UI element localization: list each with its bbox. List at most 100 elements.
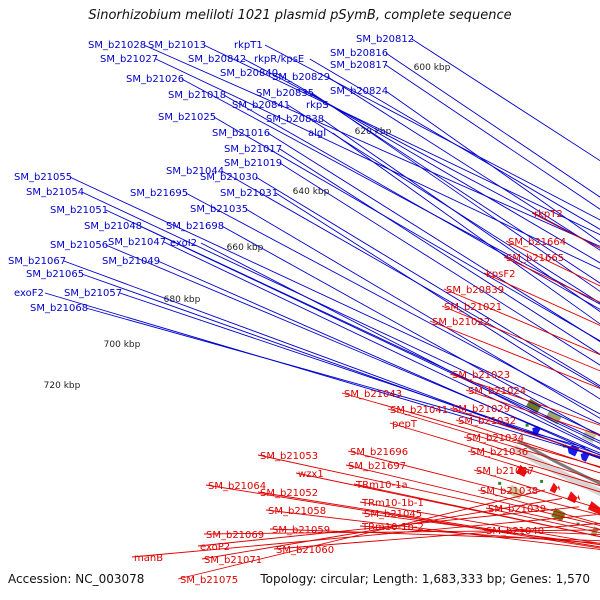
gene-dot xyxy=(563,444,567,448)
leader-line xyxy=(473,469,600,510)
reverse-gene-label[interactable]: SM_b21664 xyxy=(505,237,600,576)
leader-line xyxy=(387,408,600,474)
reverse-gene-label[interactable]: TRm10-1a xyxy=(353,480,600,586)
reverse-gene-label[interactable]: SM_b21071 xyxy=(201,498,562,567)
leader-line xyxy=(353,483,600,538)
reverse-gene-label[interactable]: SM_b21041 xyxy=(387,405,600,600)
gene-label-text: manB xyxy=(134,553,163,564)
reverse-gene-label[interactable]: SM_b21697 xyxy=(345,461,600,594)
reverse-gene-label[interactable]: SM_b21023 xyxy=(449,370,600,595)
forward-gene-label[interactable]: SM_b21030 xyxy=(200,172,600,531)
forward-gene-label[interactable]: SM_b21018 xyxy=(168,90,600,544)
forward-gene-label[interactable]: SM_b21048 xyxy=(84,221,600,506)
gene-label-text: exoI2 xyxy=(170,238,197,249)
reverse-gene-label[interactable]: SM_b21039 xyxy=(485,504,600,555)
forward-gene-label[interactable]: rkpS xyxy=(306,100,600,544)
reverse-gene-label[interactable]: rkpT2 xyxy=(531,209,600,572)
gene-label-text: SM_b21018 xyxy=(168,90,226,101)
reverse-gene-label[interactable]: SM_b21036 xyxy=(467,447,600,599)
reverse-gene-label[interactable]: SM_b21021 xyxy=(441,302,600,590)
forward-gene-label[interactable]: SM_b20840 xyxy=(220,68,600,541)
forward-gene-label[interactable]: SM_b21017 xyxy=(224,144,600,538)
forward-gene-label[interactable]: algI xyxy=(308,128,600,539)
forward-gene-label[interactable]: SM_b21031 xyxy=(220,188,600,521)
gene-label-text: TRm10-1b-2 xyxy=(361,522,424,533)
reverse-gene-label[interactable]: SM_b21037 xyxy=(473,466,600,592)
gene-label-text: SM_b21026 xyxy=(126,74,184,85)
forward-gene-label[interactable]: SM_b20817 xyxy=(330,60,600,539)
forward-gene-label[interactable]: SM_b20824 xyxy=(330,86,600,543)
forward-gene-label[interactable]: SM_b21019 xyxy=(224,158,600,536)
forward-gene-label[interactable]: SM_b20829 xyxy=(272,72,600,542)
forward-gene-label[interactable]: SM_b21027 xyxy=(100,54,600,530)
scale-label: 720 kbp xyxy=(44,381,81,391)
forward-gene-label[interactable]: exoI2 xyxy=(170,238,600,485)
gene-label-text: SM_b21056 xyxy=(50,240,108,251)
reverse-gene-label[interactable]: SM_b21043 xyxy=(341,389,600,598)
reverse-gene-label[interactable]: manB xyxy=(131,514,597,564)
forward-gene-label[interactable]: SM_b20812 xyxy=(356,34,600,528)
reverse-gene-label[interactable]: SM_b21024 xyxy=(465,386,600,597)
reverse-gene-label[interactable]: SM_b21032 xyxy=(455,416,600,600)
forward-gene-label[interactable]: SM_b20838 xyxy=(266,114,600,542)
forward-gene-label[interactable]: SM_b21035 xyxy=(190,204,600,514)
reverse-gene-label[interactable]: SM_b21029 xyxy=(449,404,600,599)
reverse-gene-label[interactable]: kpsF2 xyxy=(483,269,600,584)
forward-gene-label[interactable]: SM_b21044 xyxy=(166,166,600,533)
gene-label-text: SM_b21035 xyxy=(190,204,248,215)
forward-gene-label[interactable]: SM_b21056 xyxy=(50,240,600,496)
reverse-gene-label[interactable]: SM_b21696 xyxy=(347,447,600,598)
reverse-gene-label[interactable]: SM_b21038 xyxy=(477,486,600,583)
forward-gene-label[interactable]: SM_b21026 xyxy=(126,74,600,543)
reverse-gene-label[interactable]: SM_b20839 xyxy=(443,285,600,587)
reverse-gene-label[interactable]: SM_b21045 xyxy=(361,509,600,561)
forward-gene-label[interactable]: exoF2 xyxy=(14,288,600,461)
gene-label-text: SM_b21068 xyxy=(30,303,88,314)
leader-line xyxy=(359,501,600,544)
reverse-cds-segment xyxy=(549,482,561,494)
reverse-gene-label[interactable]: TRm10-1b-1 xyxy=(359,498,600,571)
forward-gene-label[interactable]: SM_b21065 xyxy=(26,269,600,468)
forward-gene-label[interactable]: rkpT1 xyxy=(234,40,600,525)
forward-gene-label[interactable]: SM_b21698 xyxy=(166,221,600,501)
reverse-gene-label[interactable]: SM_b21022 xyxy=(429,317,600,593)
reverse-gene-label[interactable]: SM_b21075 xyxy=(177,489,546,586)
reverse-gene-label[interactable]: SM_b21034 xyxy=(463,433,600,600)
forward-gene-label[interactable]: SM_b20816 xyxy=(330,48,600,537)
forward-gene-label[interactable]: SM_b21695 xyxy=(130,188,600,525)
forward-gene-label[interactable]: SM_b21016 xyxy=(212,128,600,541)
forward-gene-label[interactable]: SM_b21013 xyxy=(148,40,600,521)
leader-line xyxy=(485,507,600,534)
reverse-gene-label[interactable]: exoP2 xyxy=(197,506,580,553)
leader-line xyxy=(203,529,600,535)
leader-line xyxy=(81,191,600,436)
leader-line xyxy=(385,90,600,243)
forward-gene-label[interactable]: SM_b21068 xyxy=(30,303,586,449)
reverse-gene-label[interactable]: SM_b21064 xyxy=(205,481,600,579)
forward-gene-label[interactable]: SM_b20835 xyxy=(256,88,600,544)
forward-gene-label[interactable]: SM_b21054 xyxy=(26,187,600,518)
forward-gene-label[interactable]: SM_b21049 xyxy=(102,256,600,474)
leader-line xyxy=(119,292,600,455)
reverse-gene-label[interactable]: pepT xyxy=(389,419,600,600)
reverse-gene-label[interactable]: SM_b21069 xyxy=(203,529,600,541)
label-leaders[interactable]: SM_b21028 SM_b21013 rkpT1 SM_b20812 SM_b2102… xyxy=(8,34,600,600)
gene-label-text: SM_b21021 xyxy=(444,302,502,313)
gene-dot xyxy=(525,423,529,427)
reverse-gene-label[interactable]: SM_b21058 xyxy=(265,506,600,566)
forward-gene-label[interactable]: SM_b20842 xyxy=(188,54,600,533)
forward-gene-label[interactable]: rkpR/kpsE xyxy=(254,54,600,535)
reverse-gene-label[interactable]: SM_b21053 xyxy=(257,451,600,596)
gene-label-text: SM_b21051 xyxy=(50,205,108,216)
forward-gene-label[interactable]: SM_b21028 xyxy=(88,40,600,518)
forward-gene-label[interactable]: SM_b20841 xyxy=(232,100,600,544)
gene-label-text: SM_b21036 xyxy=(470,447,528,458)
gene-label-text: SM_b21664 xyxy=(508,237,566,248)
forward-gene-label[interactable]: SM_b21057 xyxy=(64,288,600,455)
gene-label-text: rkpR/kpsE xyxy=(254,54,304,65)
reverse-gene-label[interactable]: SM_b21665 xyxy=(503,253,600,580)
leader-line xyxy=(267,132,600,343)
forward-gene-label[interactable]: SM_b21055 xyxy=(14,172,600,528)
reverse-gene-label[interactable]: SM_b21060 xyxy=(273,522,600,556)
